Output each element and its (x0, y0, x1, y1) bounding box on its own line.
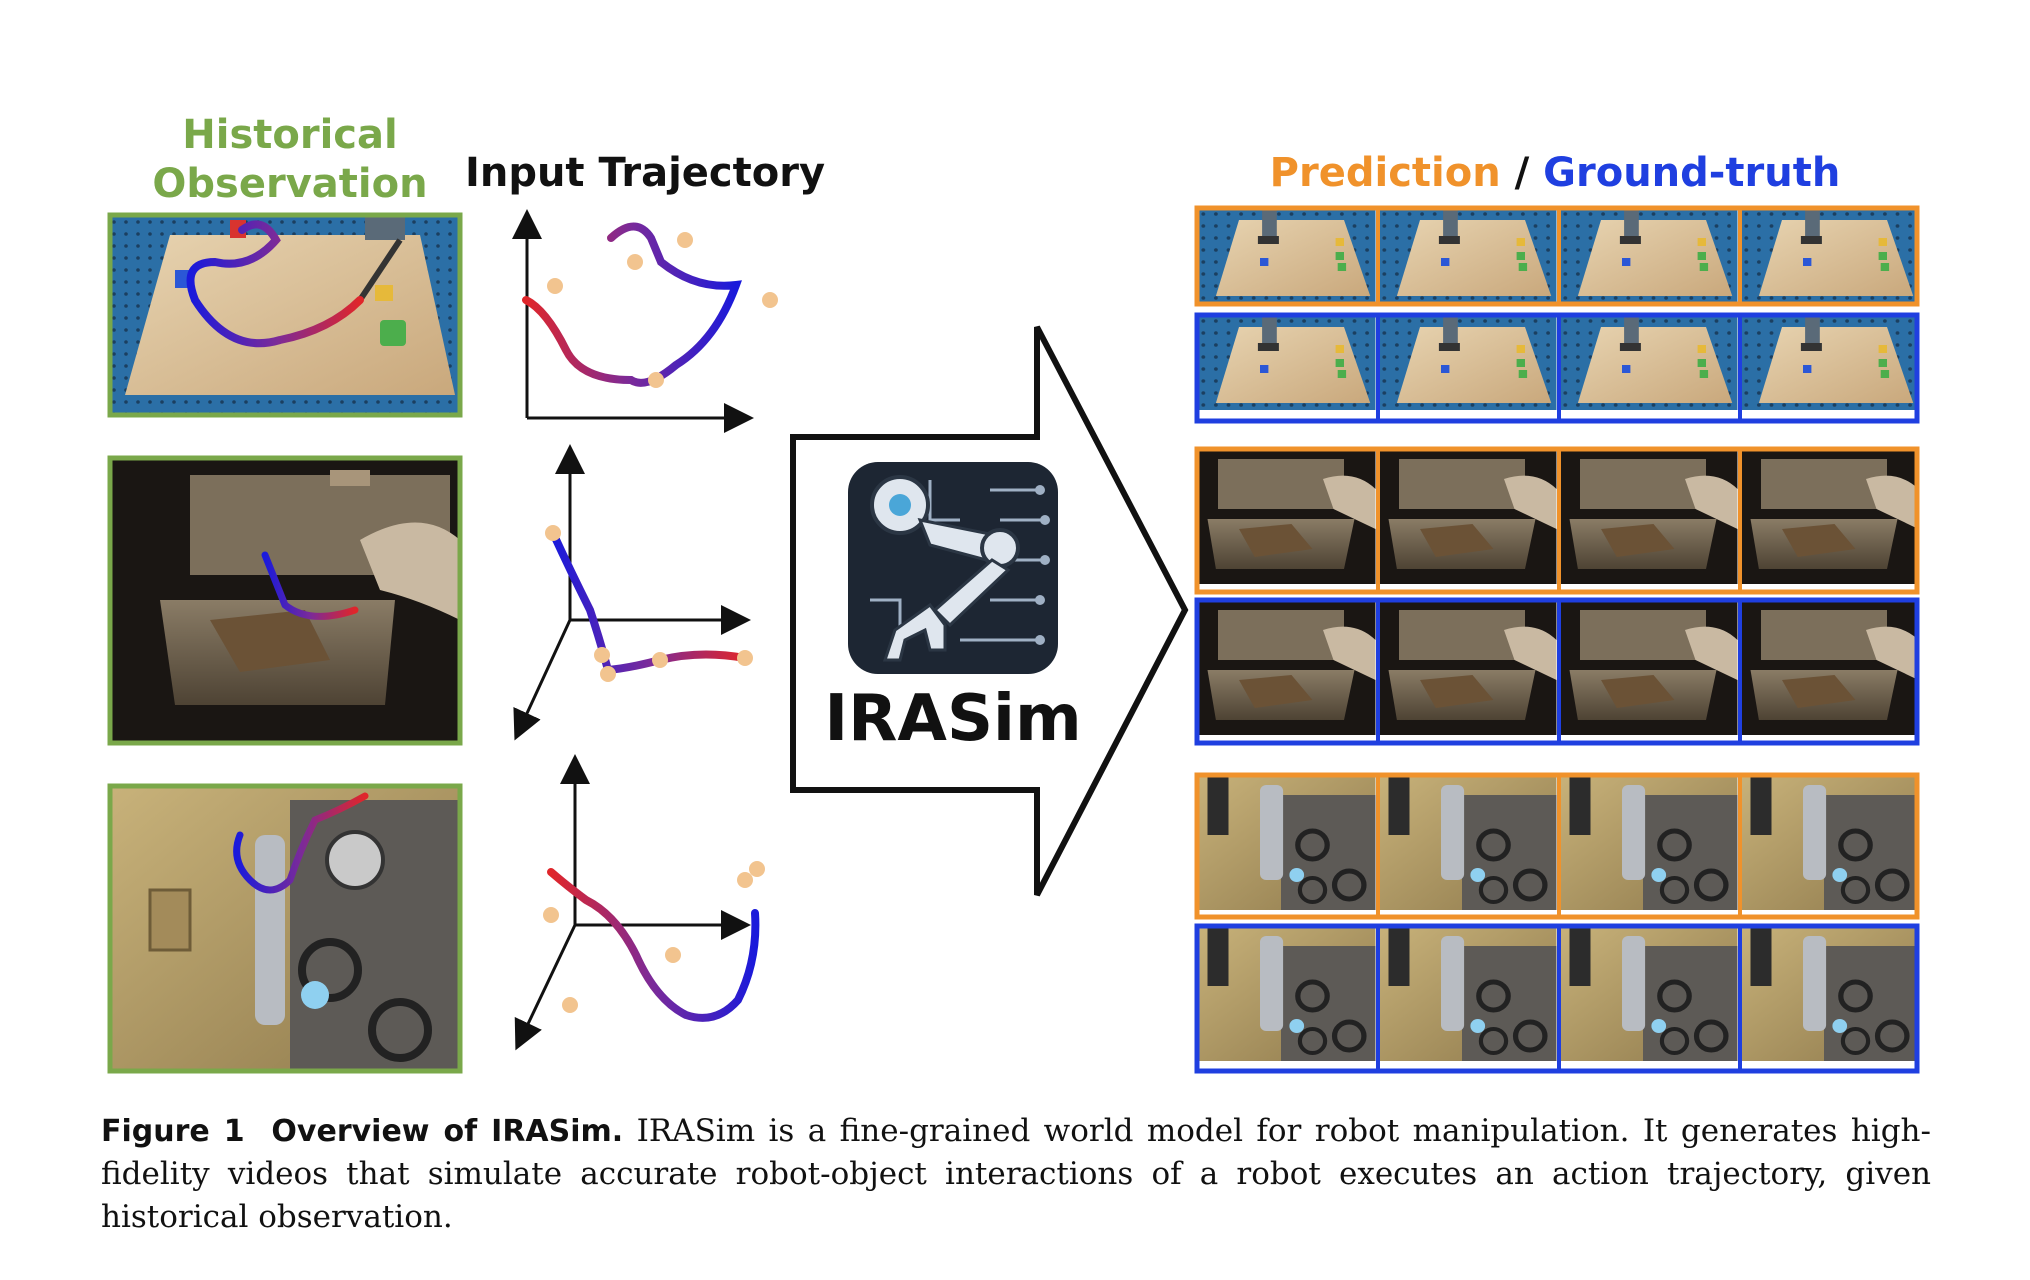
historical-image-drawer (107, 455, 463, 746)
trajectory-plot-2d (512, 209, 778, 433)
ground-truth-label: Ground-truth (1543, 150, 1840, 196)
scene-table-ground-truth-strip (1194, 312, 1920, 424)
figure-caption: Figure 1 Overview of IRASim. IRASim is a… (101, 1110, 1931, 1239)
historical-observation-header-line2: Observation (152, 161, 427, 207)
model-name: IRASim (824, 682, 1081, 756)
scene-kitchen-prediction-strip (1197, 775, 1919, 920)
scene-table-prediction-strip (1194, 205, 1920, 307)
scene-drawer-ground-truth-strip (1194, 597, 1920, 746)
caption-label: Figure 1 (101, 1114, 245, 1149)
trajectory-plot-3d-b (514, 754, 765, 1051)
caption-text: IRASim is a fine-grained world model for… (101, 1113, 1931, 1235)
trajectory-plot-3d-a (513, 444, 753, 741)
robot-arm-circuit-icon (848, 462, 1058, 674)
header-separator: / (1501, 150, 1543, 196)
scene-kitchen-ground-truth-strip (1197, 926, 1919, 1074)
historical-image-kitchen (107, 783, 463, 1074)
caption-title: Overview of IRASim. (271, 1114, 624, 1149)
scene-drawer-prediction-strip (1194, 446, 1920, 595)
historical-image-table (107, 212, 463, 418)
historical-observation-header-line1: Historical (182, 112, 397, 158)
input-trajectory-header: Input Trajectory (465, 150, 825, 196)
prediction-label: Prediction (1270, 150, 1501, 196)
figure-canvas: Historical Observation Input Trajectory … (107, 112, 2030, 1074)
prediction-ground-truth-header: Prediction / Ground-truth (1270, 150, 1841, 196)
